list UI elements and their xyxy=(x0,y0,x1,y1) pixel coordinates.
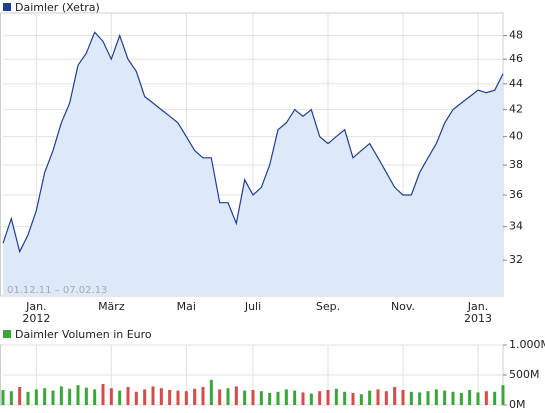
volume-bar xyxy=(126,387,130,405)
volume-bar xyxy=(293,390,297,405)
y-tick-label: 48 xyxy=(509,29,523,42)
volume-bar xyxy=(193,388,197,405)
volume-bar xyxy=(309,393,313,405)
volume-bar xyxy=(168,390,172,405)
volume-bar xyxy=(101,384,105,405)
volume-bar xyxy=(443,390,447,405)
volume-bar xyxy=(384,391,388,405)
date-range: 01.12.11 – 07.02.13 xyxy=(7,285,107,296)
volume-bar xyxy=(368,390,372,405)
volume-bar xyxy=(426,391,430,405)
x-tick-label: Sep. xyxy=(315,300,341,313)
x-tick-label: Nov. xyxy=(390,300,416,313)
y-tick-label: 0M xyxy=(509,398,526,411)
volume-bar xyxy=(284,389,288,405)
volume-bar xyxy=(484,391,488,405)
volume-bar xyxy=(268,393,272,405)
y-tick-label: 42 xyxy=(509,103,523,116)
x-tick-label: Juli xyxy=(244,300,262,313)
volume-bar xyxy=(218,389,222,405)
volume-bar xyxy=(59,386,63,405)
x-tick-label: März xyxy=(98,300,125,313)
volume-bar xyxy=(326,390,330,405)
volume-bar xyxy=(93,389,97,405)
x-tick-label: Jan. 2013 xyxy=(464,300,492,325)
volume-bar xyxy=(1,390,5,405)
volume-bar xyxy=(501,385,505,405)
legend-label: Daimler Volumen in Euro xyxy=(15,328,152,341)
y-tick-label: 44 xyxy=(509,77,523,90)
volume-bar xyxy=(234,386,238,405)
volume-bar xyxy=(184,391,188,405)
area-fill xyxy=(3,32,503,296)
volume-bar xyxy=(476,392,480,405)
volume-bar xyxy=(468,390,472,405)
y-tick-label: 34 xyxy=(509,220,523,233)
y-tick-label: 500M xyxy=(509,368,540,381)
volume-bar xyxy=(376,389,380,405)
volume-bar xyxy=(76,385,80,405)
legend-label: Daimler (Xetra) xyxy=(15,1,100,14)
y-tick-label: 46 xyxy=(509,52,523,65)
volume-bar xyxy=(143,389,147,405)
volume-bar xyxy=(393,387,397,405)
volume-bar xyxy=(243,390,247,405)
volume-bar xyxy=(134,391,138,405)
volume-bar xyxy=(201,387,205,405)
volume-bar xyxy=(84,387,88,405)
volume-bar xyxy=(451,391,455,405)
volume-bar xyxy=(176,390,180,405)
volume-bar xyxy=(43,388,47,405)
volume-bar xyxy=(459,393,463,405)
volume-bar xyxy=(209,379,213,405)
volume-bar xyxy=(318,391,322,405)
volume-bar xyxy=(68,388,72,405)
volume-bar xyxy=(301,392,305,405)
volume-bar xyxy=(51,390,55,405)
volume-bar xyxy=(334,388,338,405)
volume-bar xyxy=(26,391,30,405)
volume-bar xyxy=(18,387,22,405)
volume-bar xyxy=(418,392,422,405)
volume-bar xyxy=(159,388,163,405)
volume-bar xyxy=(351,393,355,405)
volume-bar xyxy=(343,391,347,405)
volume-bar xyxy=(359,394,363,405)
volume-bar xyxy=(226,388,230,405)
volume-bar xyxy=(401,390,405,405)
volume-bar xyxy=(251,390,255,405)
y-tick-label: 36 xyxy=(509,188,523,201)
y-tick-label: 1.000M xyxy=(509,338,545,351)
x-tick-label: Mai xyxy=(176,300,196,313)
volume-bar xyxy=(409,391,413,405)
volume-bar xyxy=(34,389,38,405)
volume-bar xyxy=(9,391,13,405)
volume-bar xyxy=(493,391,497,405)
volume-bar xyxy=(109,388,113,405)
volume-bar xyxy=(118,390,122,405)
volume-bar xyxy=(434,389,438,405)
x-tick-label: Jan. 2012 xyxy=(22,300,51,325)
y-tick-label: 32 xyxy=(509,253,523,266)
y-tick-label: 40 xyxy=(509,130,523,143)
y-tick-label: 38 xyxy=(509,158,523,171)
volume-bar xyxy=(276,391,280,405)
volume-bar xyxy=(259,391,263,405)
volume-bar xyxy=(151,386,155,405)
price-line xyxy=(2,31,504,254)
legend-swatch xyxy=(3,330,11,338)
legend-swatch xyxy=(3,3,11,11)
